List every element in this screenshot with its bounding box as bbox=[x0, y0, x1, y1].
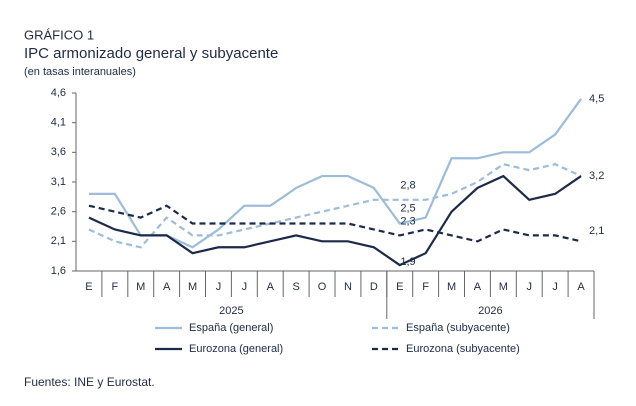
x-tick-label: A bbox=[163, 281, 171, 293]
x-tick-label: N bbox=[344, 281, 352, 293]
series-line bbox=[88, 204, 582, 243]
value-label: 1,9 bbox=[400, 256, 415, 268]
y-tick-label: 3,1 bbox=[51, 176, 66, 188]
value-label: 2,3 bbox=[400, 215, 415, 227]
x-tick-label: M bbox=[188, 281, 197, 293]
value-label: 2,1 bbox=[589, 225, 604, 237]
x-tick-label: M bbox=[447, 281, 456, 293]
value-label: 3,2 bbox=[589, 170, 604, 182]
x-tick-label: A bbox=[577, 281, 585, 293]
x-tick-label: S bbox=[292, 281, 299, 293]
x-tick-label: D bbox=[370, 281, 378, 293]
value-label: 2,8 bbox=[400, 180, 415, 192]
y-tick-label: 1,6 bbox=[51, 265, 66, 277]
y-tick-label: 2,1 bbox=[51, 235, 66, 247]
legend-label: Eurozona (subyacente) bbox=[406, 343, 520, 355]
x-tick-label: F bbox=[422, 281, 429, 293]
series-line bbox=[88, 174, 582, 267]
y-tick-label: 3,6 bbox=[51, 146, 66, 158]
y-axis-label: (en tasas interanuales) bbox=[24, 66, 136, 78]
x-tick-label: J bbox=[552, 281, 558, 293]
y-tick-label: 4,1 bbox=[51, 117, 66, 129]
chart-title: GRÁFICO 1 bbox=[24, 27, 94, 42]
x-tick-label: E bbox=[85, 281, 92, 293]
x-tick-label: J bbox=[242, 281, 248, 293]
x-tick-label: A bbox=[474, 281, 482, 293]
series-line bbox=[88, 163, 582, 249]
legend-label: España (general) bbox=[189, 322, 273, 334]
value-label: 4,5 bbox=[589, 93, 604, 105]
y-tick-label: 4,6 bbox=[51, 87, 66, 99]
x-tick-label: O bbox=[318, 281, 327, 293]
group-label: 2025 bbox=[219, 305, 243, 317]
legend-label: Eurozona (general) bbox=[189, 343, 283, 355]
x-tick-label: M bbox=[499, 281, 508, 293]
source: Fuentes: INE y Eurostat. bbox=[24, 375, 155, 389]
x-tick-label: E bbox=[396, 281, 403, 293]
x-tick-label: J bbox=[216, 281, 222, 293]
group-label: 2026 bbox=[478, 305, 502, 317]
y-tick-label: 2,6 bbox=[51, 206, 66, 218]
x-tick-label: A bbox=[267, 281, 275, 293]
legend-label: España (subyacente) bbox=[406, 322, 510, 334]
chart-subtitle: IPC armonizado general y subyacente bbox=[24, 45, 278, 62]
x-tick-label: M bbox=[136, 281, 145, 293]
series-line bbox=[88, 98, 582, 249]
x-tick-label: F bbox=[111, 281, 118, 293]
value-label: 2,5 bbox=[400, 203, 415, 215]
x-tick-label: J bbox=[527, 281, 533, 293]
